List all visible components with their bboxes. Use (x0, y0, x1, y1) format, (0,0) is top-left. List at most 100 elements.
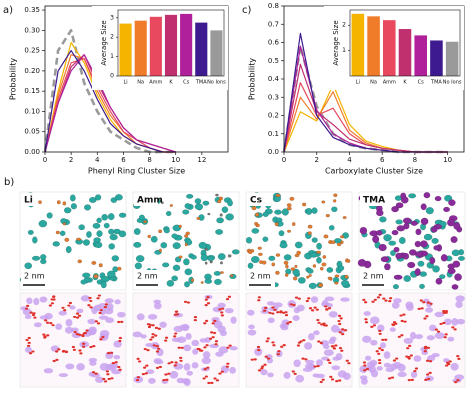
blob (310, 296, 319, 303)
particle (420, 203, 427, 211)
blob (409, 331, 417, 340)
oxygen (152, 344, 156, 347)
x-tick-label: Li (123, 80, 127, 86)
oxygen (365, 367, 370, 371)
particle (425, 207, 434, 215)
x-tick-label: 10 (443, 156, 452, 164)
particle (32, 236, 38, 244)
x-tick-label: 8 (147, 156, 151, 164)
blob (247, 329, 257, 336)
blob (105, 363, 113, 371)
oxygen (145, 364, 149, 367)
oxygen (257, 299, 261, 302)
y-tick-label: 0.25 (24, 47, 40, 55)
particle (286, 203, 292, 208)
oxygen (203, 322, 207, 325)
particle (274, 222, 279, 227)
oxygen (301, 357, 305, 360)
blob (362, 335, 372, 343)
oxygen (339, 317, 343, 320)
particle (207, 212, 211, 216)
particle (383, 234, 392, 242)
oxygen (429, 302, 433, 305)
particle (290, 267, 296, 271)
blob (323, 343, 330, 350)
oxygen (453, 328, 457, 331)
x-tick-label: Li (356, 80, 360, 86)
particle (307, 224, 313, 229)
oxygen (442, 310, 446, 313)
oxygen (273, 308, 277, 311)
particle (134, 262, 142, 270)
oxygen (257, 369, 262, 372)
oxygen (443, 336, 447, 339)
oxygen (94, 372, 98, 375)
oxygen (305, 299, 309, 303)
oxygen (325, 308, 329, 311)
oxygen (75, 312, 80, 315)
particle (281, 208, 289, 216)
oxygen (118, 368, 122, 371)
oxygen (276, 353, 280, 356)
particle (118, 212, 127, 218)
blob (185, 333, 192, 340)
particle (431, 237, 439, 244)
oxygen (85, 329, 89, 332)
particle (80, 279, 87, 285)
oxygen (226, 346, 230, 349)
particle (93, 274, 99, 279)
bar (398, 29, 412, 77)
oxygen (72, 348, 77, 351)
oxygen (423, 317, 427, 320)
particle (77, 259, 82, 264)
oxygen (395, 357, 399, 360)
blob (454, 374, 465, 381)
particle (200, 281, 204, 284)
oxygen (226, 362, 230, 365)
blob (376, 366, 383, 371)
bar (134, 20, 147, 77)
particle (109, 233, 118, 241)
oxygen (102, 377, 106, 381)
oxygen (114, 361, 118, 364)
particle (434, 195, 442, 202)
bar (414, 35, 427, 76)
oxygen (75, 316, 80, 319)
blob (383, 362, 391, 368)
oxygen (214, 340, 219, 343)
oxygen (347, 362, 351, 365)
oxygen (213, 319, 217, 322)
blob (321, 299, 329, 308)
oxygen (400, 319, 404, 323)
oxygen (402, 313, 406, 316)
particle (403, 275, 411, 282)
y-tick-label: 1 (110, 53, 114, 60)
label-box (21, 193, 37, 206)
particle (275, 253, 281, 257)
particle (376, 230, 383, 236)
oxygen (183, 300, 188, 303)
blob (426, 335, 435, 341)
oxygen (143, 366, 147, 369)
particle (251, 228, 260, 234)
oxygen (376, 296, 381, 299)
oxygen (179, 359, 183, 362)
particle (275, 193, 281, 198)
oxygen (141, 373, 146, 376)
oxygen (272, 344, 276, 347)
oxygen (263, 363, 267, 366)
oxygen (414, 367, 419, 370)
x-tick-label: Na (137, 80, 144, 86)
blob (191, 362, 199, 369)
y-axis-label: Probability (248, 58, 257, 101)
blob (50, 345, 60, 352)
oxygen (96, 297, 100, 300)
oxygen (253, 358, 257, 361)
bar (351, 13, 365, 76)
particle (190, 278, 194, 283)
oxygen (403, 320, 407, 323)
blob (444, 318, 452, 326)
blob (393, 298, 402, 304)
particle (417, 260, 425, 267)
oxygen (338, 322, 342, 326)
